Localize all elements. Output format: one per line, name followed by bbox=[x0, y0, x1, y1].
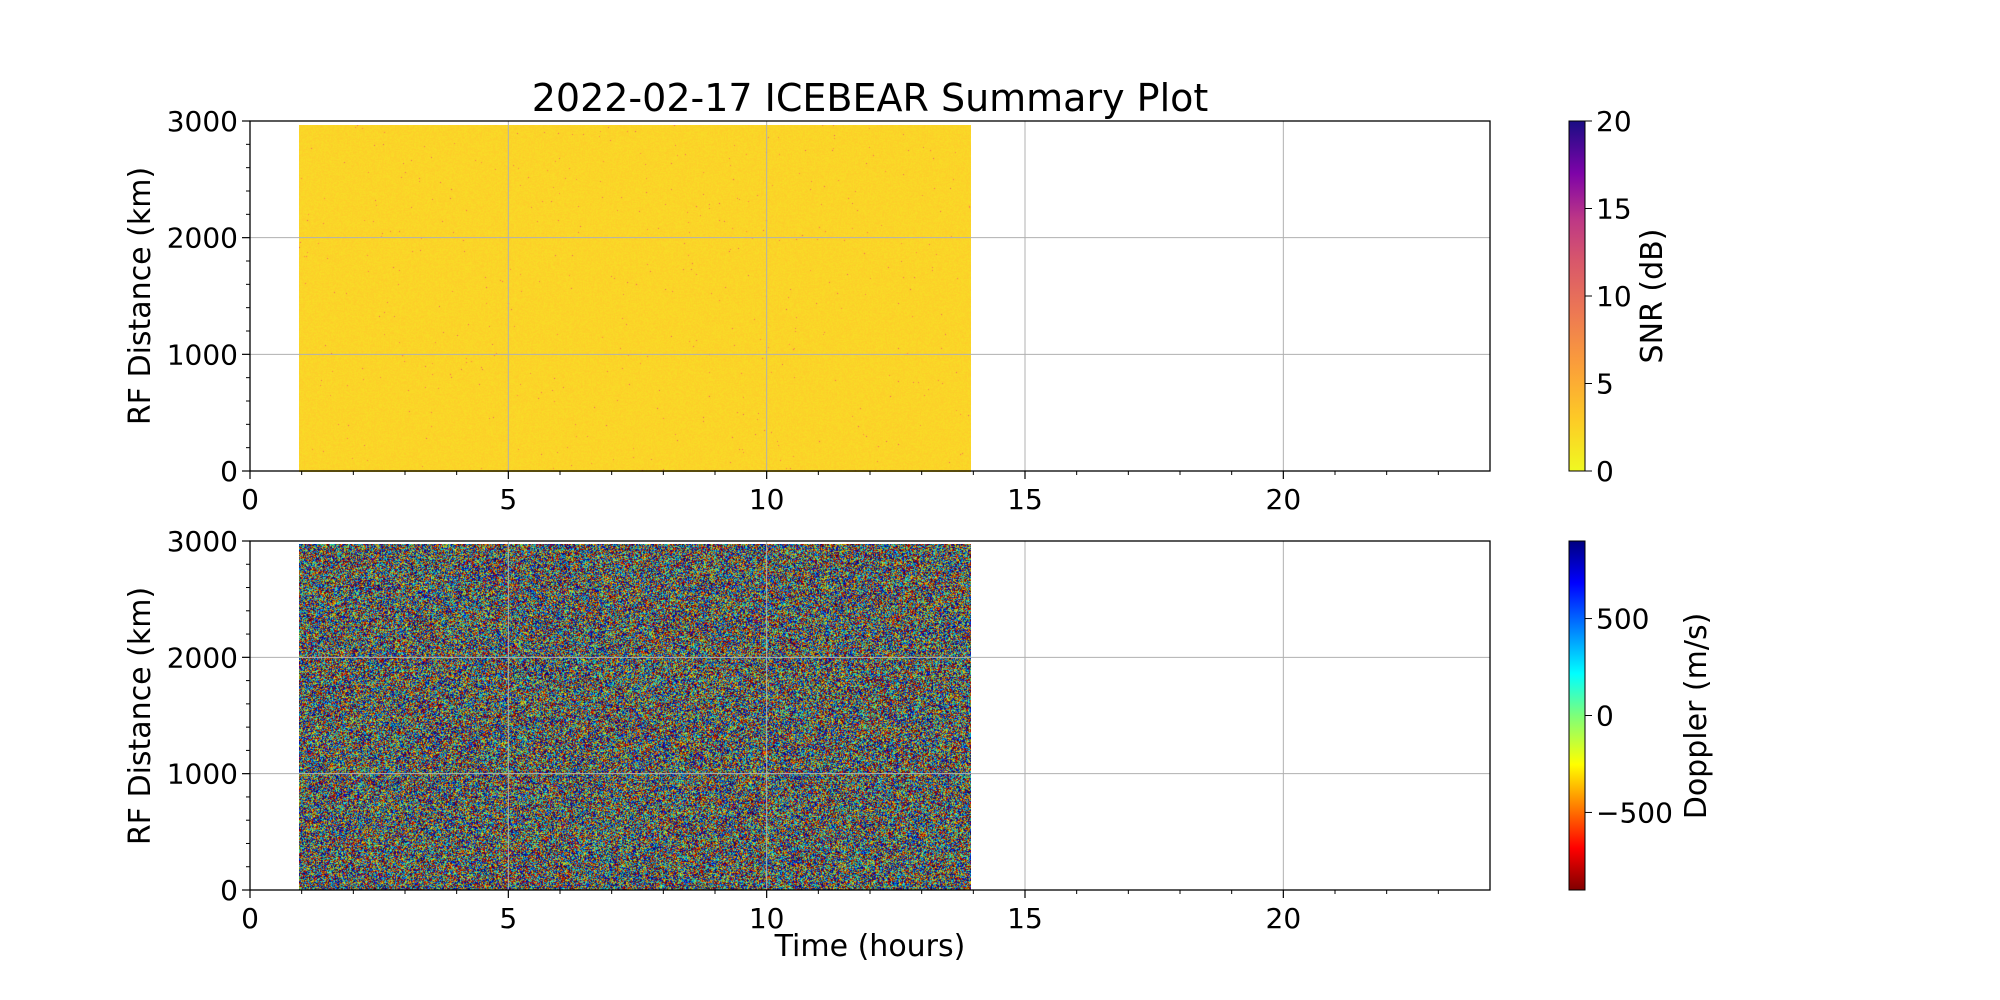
colorbar-tick-label: 500 bbox=[1596, 603, 1649, 636]
doppler-axes: 0 5 10 15 200100020003000 bbox=[167, 525, 1490, 935]
y-tick-label: 3000 bbox=[167, 525, 238, 558]
x-tick-label: 20 bbox=[1266, 902, 1302, 935]
y-tick-label: 2000 bbox=[167, 641, 238, 674]
y-tick-label: 2000 bbox=[167, 222, 238, 255]
x-tick-label: 15 bbox=[1007, 902, 1043, 935]
colorbar-tick-label: 20 bbox=[1596, 105, 1632, 138]
x-tick-label: 15 bbox=[1007, 483, 1043, 516]
colorbar-tick-label: −500 bbox=[1596, 796, 1673, 829]
doppler-colorbar-ticks: −500 0 500 bbox=[1585, 603, 1673, 830]
axes-frame bbox=[250, 541, 1490, 890]
snr-colorbar-label: SNR (dB) bbox=[1635, 229, 1670, 364]
x-tick-label: 0 bbox=[241, 902, 259, 935]
y-tick-label: 0 bbox=[220, 874, 238, 907]
y-tick-label: 1000 bbox=[167, 758, 238, 791]
x-axis-label: Time (hours) bbox=[774, 929, 966, 964]
x-tick-label: 5 bbox=[499, 483, 517, 516]
x-tick-label: 0 bbox=[241, 483, 259, 516]
colorbar-tick-label: 0 bbox=[1596, 700, 1614, 733]
doppler-colorbar-label: Doppler (m/s) bbox=[1679, 613, 1714, 820]
colorbar-tick-label: 0 bbox=[1596, 455, 1614, 488]
x-tick-label: 5 bbox=[499, 902, 517, 935]
snr-colorbar-ticks: 0 5 10 15 20 bbox=[1585, 105, 1632, 488]
axes-frame bbox=[250, 121, 1490, 471]
y-axis-label-doppler: RF Distance (km) bbox=[123, 587, 158, 845]
summary-figure: 2022-02-17 ICEBEAR Summary Plot 0 5 10 15 20… bbox=[0, 0, 2000, 1000]
colorbar-tick-label: 5 bbox=[1596, 368, 1614, 401]
snr-colorbar bbox=[1569, 121, 1585, 471]
snr-axes: 0 5 10 15 20 0 1000 2000 3000 bbox=[167, 105, 1490, 516]
y-axis-label-snr: RF Distance (km) bbox=[123, 167, 158, 425]
x-tick-label: 20 bbox=[1266, 483, 1302, 516]
y-tick-label: 3000 bbox=[167, 105, 238, 138]
doppler-colorbar bbox=[1569, 541, 1585, 890]
colorbar-tick-label: 15 bbox=[1596, 193, 1632, 226]
colorbar-tick-label: 10 bbox=[1596, 280, 1632, 313]
chart-title: 2022-02-17 ICEBEAR Summary Plot bbox=[532, 76, 1209, 120]
y-tick-label: 0 bbox=[220, 455, 238, 488]
x-tick-label: 10 bbox=[749, 483, 785, 516]
y-tick-label: 1000 bbox=[167, 338, 238, 371]
